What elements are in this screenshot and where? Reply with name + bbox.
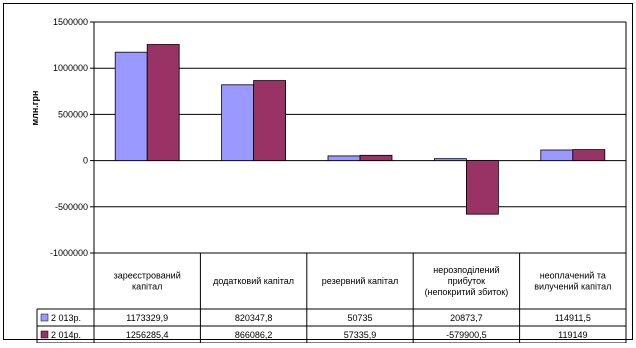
bar-layer <box>114 44 606 215</box>
chart-frame <box>3 3 633 340</box>
y-tick-label: 0 <box>83 156 88 166</box>
category-label: (непокритий збиток) <box>425 287 509 297</box>
category-label: резервний капітал <box>322 276 398 286</box>
y-tick-label: 500000 <box>58 109 88 119</box>
category-label: додатковий капітал <box>213 276 294 286</box>
bar-1 <box>114 51 148 161</box>
y-tick-label: 1000000 <box>53 63 88 73</box>
y-tick-label: -1000000 <box>50 248 88 258</box>
legend-key-1 <box>40 313 49 322</box>
category-label: неоплачений та <box>540 271 606 281</box>
bar-2 <box>253 80 287 161</box>
grid-layer <box>90 21 627 254</box>
bar-1 <box>221 84 255 162</box>
bar-1 <box>433 158 467 161</box>
legend-label: 2 013р. <box>51 313 81 323</box>
data-label: 114911,5 <box>555 313 591 323</box>
category-label: капітал <box>132 282 162 292</box>
bar-1 <box>327 155 361 161</box>
bar-1 <box>540 149 574 162</box>
data-label: 1256285,4 <box>126 330 169 340</box>
bar-2 <box>465 160 499 215</box>
y-tick-label: 1500000 <box>53 17 88 27</box>
data-label: 820347,8 <box>235 313 273 323</box>
y-tick-labels: 1500000 1000000 500000 0 -500000 -1000000 <box>50 17 88 258</box>
legend-key-2 <box>40 330 49 339</box>
data-label: 50735 <box>347 313 372 323</box>
category-label: зареєстрований <box>114 271 181 281</box>
y-tick-label: -500000 <box>55 202 88 212</box>
data-label: 866086,2 <box>235 330 273 340</box>
data-label: -579900,5 <box>446 330 487 340</box>
data-label: 57335,9 <box>344 330 377 340</box>
category-label: нерозподілений <box>433 265 499 275</box>
category-label: прибуток <box>448 276 485 286</box>
data-label: 20873,7 <box>450 313 483 323</box>
y-axis-label: млн.грн <box>30 91 40 126</box>
category-label: вилучений капітал <box>534 282 611 292</box>
bar-2 <box>146 44 180 162</box>
data-label: 1173329,9 <box>126 313 168 323</box>
bar-2 <box>572 149 606 162</box>
data-label: 119149 <box>558 330 587 340</box>
bar-2 <box>359 154 393 162</box>
legend-label: 2 014р. <box>51 330 81 340</box>
